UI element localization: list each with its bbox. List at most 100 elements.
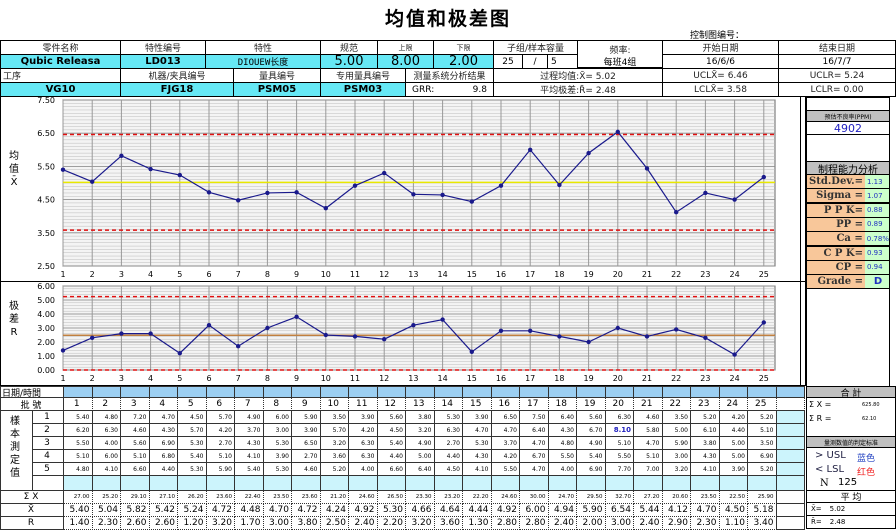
sample-value-cell[interactable]: 3.50 [747, 436, 777, 450]
sample-value-cell[interactable]: 4.10 [462, 462, 492, 476]
blank-cell[interactable] [576, 475, 606, 491]
xbar-cell[interactable]: 4.72 [291, 503, 321, 517]
r-cell[interactable]: 2.00 [576, 516, 606, 530]
r-cell[interactable]: 2.80 [519, 516, 549, 530]
sample-value-cell[interactable]: 4.90 [405, 436, 435, 450]
r-cell[interactable]: 2.30 [91, 516, 121, 530]
blank-cell[interactable] [348, 475, 378, 491]
sample-value-cell[interactable]: 5.60 [576, 410, 606, 424]
sample-value-cell[interactable]: 5.00 [718, 449, 748, 463]
sample-value-cell[interactable]: 5.90 [661, 436, 691, 450]
sample-value-cell[interactable]: 5.50 [604, 449, 634, 463]
sample-value-cell[interactable]: 6.30 [348, 436, 378, 450]
sumx-cell[interactable]: 24.60 [348, 490, 378, 504]
xbar-cell[interactable]: 5.30 [376, 503, 406, 517]
xbar-cell[interactable]: 5.24 [177, 503, 207, 517]
sample-value-cell[interactable]: 5.40 [63, 410, 93, 424]
sample-value-cell[interactable]: 4.40 [433, 449, 463, 463]
sample-value-cell[interactable]: 6.30 [433, 423, 463, 437]
blank-cell[interactable] [775, 490, 805, 504]
sample-value-cell[interactable]: 5.40 [376, 436, 406, 450]
batch-cell[interactable]: 8 [262, 397, 292, 411]
sample-value-cell[interactable]: 5.30 [262, 462, 292, 476]
sample-value-cell[interactable]: 5.40 [177, 449, 207, 463]
r-cell[interactable]: 2.60 [120, 516, 150, 530]
sample-value-cell[interactable]: 4.30 [690, 449, 720, 463]
sample-value-cell[interactable]: 3.60 [319, 449, 349, 463]
xbar-cell[interactable]: 4.50 [718, 503, 748, 517]
sample-value-cell[interactable]: 7.70 [604, 462, 634, 476]
sample-value-cell[interactable]: 5.20 [747, 410, 777, 424]
sample-value-cell[interactable]: 6.40 [405, 462, 435, 476]
sample-value-cell[interactable]: 6.20 [63, 423, 93, 437]
batch-cell[interactable]: 23 [690, 397, 720, 411]
sample-value-cell[interactable]: 4.90 [234, 410, 264, 424]
blank-cell[interactable] [462, 475, 492, 491]
sample-value-cell[interactable]: 5.60 [120, 436, 150, 450]
r-cell[interactable]: 3.00 [262, 516, 292, 530]
blank-cell[interactable] [405, 475, 435, 491]
sample-value-cell[interactable]: 3.90 [718, 462, 748, 476]
sample-value-cell[interactable]: 4.50 [376, 423, 406, 437]
r-cell[interactable]: 3.40 [747, 516, 777, 530]
sample-value-cell[interactable]: 4.00 [348, 462, 378, 476]
r-cell[interactable]: 2.90 [661, 516, 691, 530]
sample-value-cell[interactable]: 4.40 [718, 423, 748, 437]
r-cell[interactable]: 2.40 [348, 516, 378, 530]
blank-cell[interactable] [775, 516, 805, 530]
xbar-cell[interactable]: 4.70 [690, 503, 720, 517]
batch-cell[interactable]: 11 [348, 397, 378, 411]
sample-value-cell[interactable]: 5.10 [63, 449, 93, 463]
sample-value-cell[interactable]: 4.90 [576, 436, 606, 450]
sumx-cell[interactable]: 23.20 [433, 490, 463, 504]
batch-cell[interactable]: 14 [433, 397, 463, 411]
sample-value-cell[interactable]: 3.70 [490, 436, 520, 450]
batch-cell[interactable]: 4 [148, 397, 178, 411]
sample-value-cell[interactable]: 6.10 [690, 423, 720, 437]
batch-cell[interactable]: 19 [576, 397, 606, 411]
sample-value-cell[interactable]: 4.20 [348, 423, 378, 437]
sample-value-cell[interactable]: 5.60 [376, 410, 406, 424]
sample-value-cell[interactable]: 4.30 [462, 449, 492, 463]
blank-cell[interactable] [319, 475, 349, 491]
sample-value-cell[interactable]: 4.10 [234, 449, 264, 463]
sample-value-cell[interactable]: 5.30 [433, 410, 463, 424]
sample-value-cell[interactable]: 4.70 [633, 436, 663, 450]
sample-value-cell[interactable]: 4.80 [91, 410, 121, 424]
blank-cell[interactable] [63, 475, 93, 491]
blank-cell[interactable] [690, 475, 720, 491]
r-cell[interactable]: 3.80 [291, 516, 321, 530]
sample-value-cell[interactable]: 2.70 [205, 436, 235, 450]
r-cell[interactable]: 1.30 [462, 516, 492, 530]
xbar-cell[interactable]: 4.48 [234, 503, 264, 517]
sample-value-cell[interactable]: 3.20 [661, 462, 691, 476]
sample-value-cell[interactable]: 5.50 [547, 449, 577, 463]
sample-value-cell[interactable]: 4.30 [547, 423, 577, 437]
usl-value[interactable]: 8.00 [377, 54, 434, 69]
xbar-cell[interactable]: 5.18 [747, 503, 777, 517]
xbar-cell[interactable]: 4.12 [661, 503, 691, 517]
sample-value-cell[interactable]: 5.30 [462, 436, 492, 450]
sample-value-cell[interactable]: 5.10 [747, 423, 777, 437]
sample-value-cell[interactable]: 5.50 [490, 462, 520, 476]
batch-cell[interactable]: 10 [319, 397, 349, 411]
blank-cell[interactable] [262, 475, 292, 491]
sample-value-cell[interactable]: 7.00 [633, 462, 663, 476]
blank-cell[interactable] [376, 475, 406, 491]
sumx-cell[interactable]: 21.20 [319, 490, 349, 504]
sample-value-cell[interactable]: 5.40 [234, 462, 264, 476]
blank-cell[interactable] [775, 503, 805, 517]
sumx-cell[interactable]: 25.90 [747, 490, 777, 504]
blank-cell[interactable] [148, 475, 178, 491]
r-cell[interactable]: 3.20 [405, 516, 435, 530]
xbar-cell[interactable]: 6.54 [604, 503, 634, 517]
xbar-cell[interactable]: 5.04 [91, 503, 121, 517]
r-cell[interactable]: 2.20 [376, 516, 406, 530]
sumx-cell[interactable]: 23.30 [405, 490, 435, 504]
sample-value-cell[interactable]: 4.60 [291, 462, 321, 476]
r-cell[interactable]: 2.40 [547, 516, 577, 530]
sample-value-cell[interactable]: 3.50 [661, 410, 691, 424]
r-cell[interactable]: 2.40 [633, 516, 663, 530]
sample-value-cell[interactable]: 4.50 [177, 410, 207, 424]
sample-value-cell[interactable]: 6.00 [262, 410, 292, 424]
